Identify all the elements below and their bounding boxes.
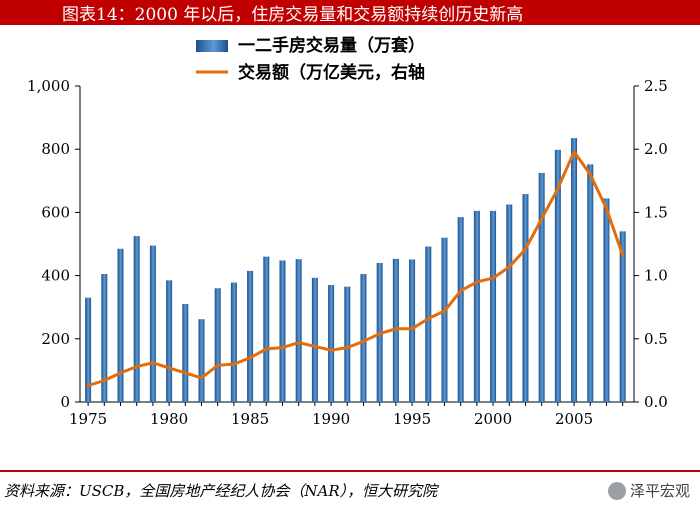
left-tick-label: 0 <box>60 393 70 411</box>
right-tick-label: 2.5 <box>644 77 668 95</box>
right-tick-label: 1.5 <box>644 203 668 221</box>
volume-bar <box>522 194 529 402</box>
x-tick-label: 1980 <box>150 410 188 428</box>
source-note: 资料来源：USCB，全国房地产经纪人协会（NAR），恒大研究院 <box>4 482 438 500</box>
right-tick-label: 0.0 <box>644 393 668 411</box>
volume-bar <box>360 274 367 402</box>
volume-bar <box>230 282 237 402</box>
legend-swatch-bar <box>196 40 228 52</box>
legend-label-line: 交易额（万亿美元，右轴 <box>238 62 425 83</box>
volume-bar <box>101 274 108 402</box>
left-tick-label: 800 <box>41 140 70 158</box>
value-line <box>86 150 625 388</box>
x-tick-label: 1985 <box>231 410 269 428</box>
watermark: 泽平宏观 <box>607 480 690 501</box>
right-tick-label: 1.0 <box>644 267 668 285</box>
x-tick-label: 2005 <box>555 410 593 428</box>
volume-bar <box>409 259 416 402</box>
x-tick-label: 1975 <box>69 410 107 428</box>
watermark-text: 泽平宏观 <box>629 482 690 500</box>
footer: 资料来源：USCB，全国房地产经纪人协会（NAR），恒大研究院 泽平宏观 <box>0 470 700 509</box>
left-tick-label: 400 <box>41 267 70 285</box>
right-tick-label: 2.0 <box>644 140 668 158</box>
volume-bar <box>279 260 286 402</box>
volume-bar <box>85 297 92 402</box>
volume-bar <box>117 248 124 402</box>
volume-bar <box>441 237 448 402</box>
volume-bar <box>490 210 497 402</box>
left-tick-label: 600 <box>41 203 70 221</box>
volume-bar <box>506 204 513 402</box>
x-tick-label: 1995 <box>393 410 431 428</box>
left-tick-label: 1,000 <box>27 77 70 95</box>
volume-bar <box>344 286 351 402</box>
left-tick-label: 200 <box>41 330 70 348</box>
legend-label-bar: 一二手房交易量（万套） <box>238 35 425 56</box>
volume-bar <box>571 138 578 402</box>
wechat-icon <box>607 481 626 500</box>
right-tick-label: 0.5 <box>644 330 668 348</box>
volume-bar <box>425 246 432 402</box>
volume-bar <box>133 236 140 402</box>
chart-title: 图表14：2000 年以后，住房交易量和交易额持续创历史新高 <box>62 5 524 25</box>
volume-bar <box>587 164 594 402</box>
volume-bar <box>149 245 156 402</box>
volume-bar <box>603 198 610 402</box>
volume-bar <box>392 258 399 402</box>
combo-chart: 0 200 400 600 800 1,000 0.0 0.5 1.0 1.5 2.0 2.5 1975… <box>27 35 668 428</box>
x-tick-label: 1990 <box>312 410 350 428</box>
chart-title-bar: 图表14：2000 年以后，住房交易量和交易额持续创历史新高 <box>0 0 700 25</box>
volume-bar <box>538 172 545 402</box>
volume-bar <box>214 288 221 402</box>
volume-bar <box>311 277 318 402</box>
volume-bar <box>554 149 561 402</box>
volume-bar <box>295 259 302 402</box>
volume-bar <box>198 319 205 402</box>
volume-bar <box>166 280 173 402</box>
volume-bar <box>328 285 335 402</box>
volume-bar <box>182 304 189 402</box>
volume-bar <box>263 256 270 402</box>
x-tick-label: 2000 <box>474 410 512 428</box>
volume-bar <box>247 270 254 402</box>
volume-bar <box>473 210 480 402</box>
volume-bar <box>457 217 464 402</box>
volume-bar <box>619 231 626 402</box>
